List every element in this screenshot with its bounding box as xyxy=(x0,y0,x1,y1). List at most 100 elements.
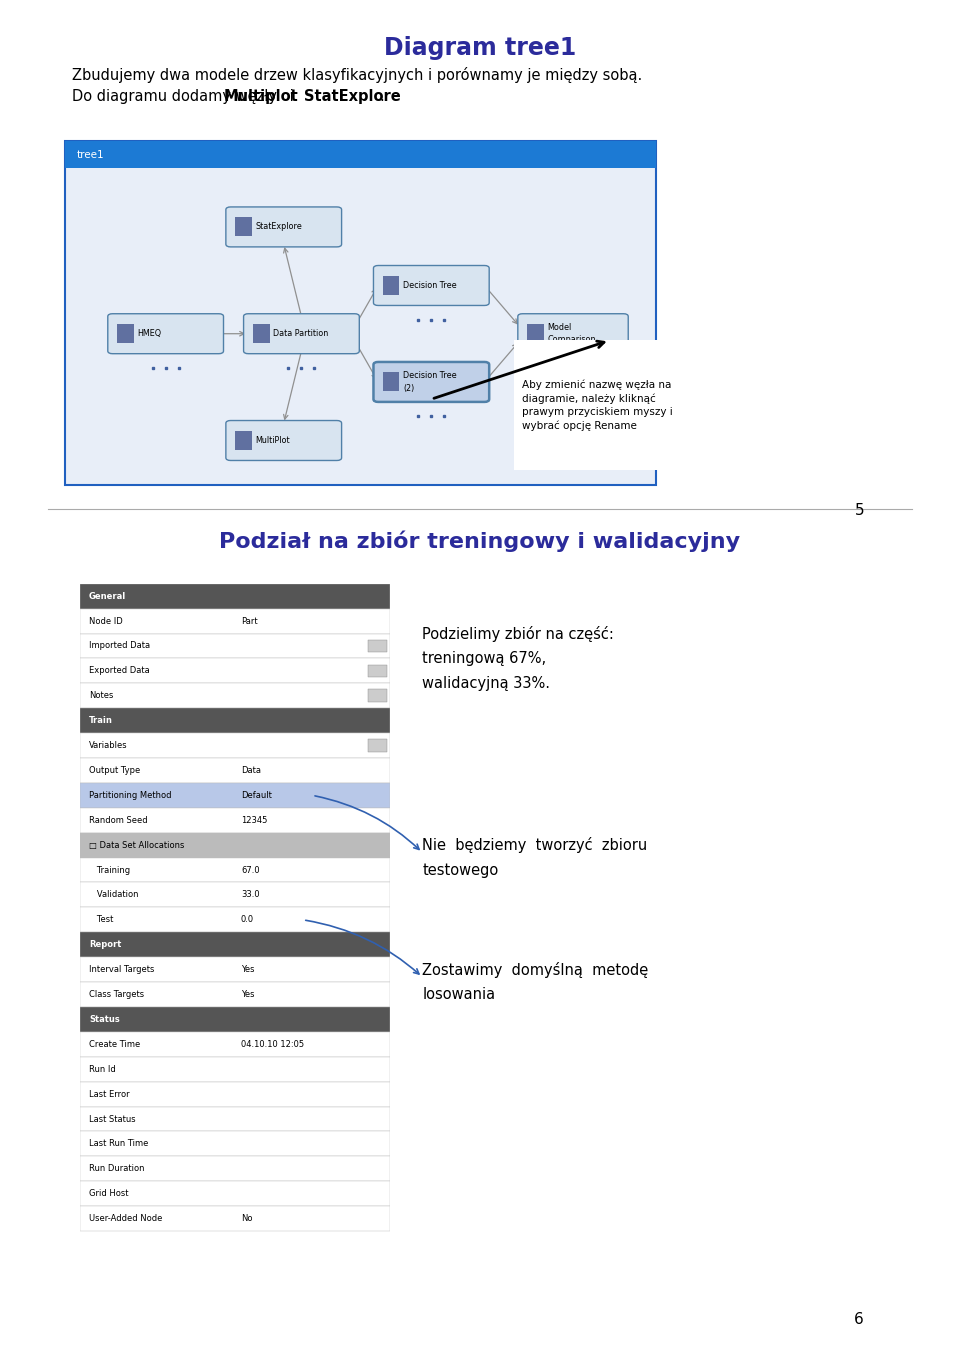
FancyBboxPatch shape xyxy=(80,932,390,957)
FancyBboxPatch shape xyxy=(80,659,390,684)
FancyBboxPatch shape xyxy=(108,314,224,354)
FancyBboxPatch shape xyxy=(244,314,359,354)
FancyBboxPatch shape xyxy=(235,431,252,450)
Text: Variables: Variables xyxy=(89,741,128,750)
FancyBboxPatch shape xyxy=(80,1057,390,1081)
Text: Decision Tree: Decision Tree xyxy=(403,282,457,290)
Text: 0.0: 0.0 xyxy=(241,916,254,924)
FancyBboxPatch shape xyxy=(80,908,390,932)
FancyBboxPatch shape xyxy=(65,141,656,485)
FancyBboxPatch shape xyxy=(80,757,390,783)
Text: Partitioning Method: Partitioning Method xyxy=(89,791,172,800)
FancyBboxPatch shape xyxy=(80,684,390,708)
FancyBboxPatch shape xyxy=(373,265,490,305)
FancyBboxPatch shape xyxy=(80,783,390,808)
Text: Yes: Yes xyxy=(241,990,254,999)
Text: StatExplore: StatExplore xyxy=(303,89,400,104)
Text: walidacyjną 33%.: walidacyjną 33%. xyxy=(422,675,550,690)
FancyBboxPatch shape xyxy=(226,421,342,461)
Text: Last Status: Last Status xyxy=(89,1114,135,1124)
Text: HMEQ: HMEQ xyxy=(137,329,161,338)
FancyBboxPatch shape xyxy=(80,833,390,857)
Text: Report: Report xyxy=(89,940,121,949)
Text: Status: Status xyxy=(89,1014,120,1024)
FancyBboxPatch shape xyxy=(80,1007,390,1032)
Text: Output Type: Output Type xyxy=(89,766,140,775)
FancyBboxPatch shape xyxy=(80,857,390,883)
FancyBboxPatch shape xyxy=(368,740,387,752)
Text: Multiplot: Multiplot xyxy=(223,89,298,104)
FancyBboxPatch shape xyxy=(80,608,390,633)
FancyBboxPatch shape xyxy=(80,733,390,757)
FancyBboxPatch shape xyxy=(253,324,270,343)
FancyBboxPatch shape xyxy=(80,1132,390,1156)
Text: Create Time: Create Time xyxy=(89,1040,140,1048)
FancyBboxPatch shape xyxy=(80,1181,390,1206)
FancyBboxPatch shape xyxy=(80,982,390,1007)
Text: 12345: 12345 xyxy=(241,816,267,824)
Text: Interval Targets: Interval Targets xyxy=(89,965,155,975)
Text: Aby zmienić nazwę węzła na
diagramie, należy kliknąć
prawym przyciskiem myszy i
: Aby zmienić nazwę węzła na diagramie, na… xyxy=(522,380,673,431)
Text: StatExplore: StatExplore xyxy=(255,223,302,231)
Text: User-Added Node: User-Added Node xyxy=(89,1214,162,1223)
Text: Model: Model xyxy=(547,323,571,332)
Text: Grid Host: Grid Host xyxy=(89,1189,129,1199)
Text: 33.0: 33.0 xyxy=(241,890,259,899)
Text: General: General xyxy=(89,592,126,600)
FancyBboxPatch shape xyxy=(80,1156,390,1181)
Text: Imported Data: Imported Data xyxy=(89,641,150,651)
FancyBboxPatch shape xyxy=(373,362,490,402)
Text: Run Id: Run Id xyxy=(89,1065,116,1073)
FancyBboxPatch shape xyxy=(80,957,390,982)
Text: □ Data Set Allocations: □ Data Set Allocations xyxy=(89,841,184,850)
Text: Comparison: Comparison xyxy=(547,335,596,344)
FancyBboxPatch shape xyxy=(80,808,390,833)
FancyBboxPatch shape xyxy=(226,206,342,247)
Text: Zostawimy  domyślną  metodę: Zostawimy domyślną metodę xyxy=(422,961,649,977)
FancyBboxPatch shape xyxy=(517,314,628,354)
Text: treningową 67%,: treningową 67%, xyxy=(422,651,546,666)
FancyBboxPatch shape xyxy=(80,1107,390,1132)
Text: i: i xyxy=(285,89,299,104)
Text: Exported Data: Exported Data xyxy=(89,666,150,675)
FancyBboxPatch shape xyxy=(80,633,390,659)
Text: Data: Data xyxy=(241,766,261,775)
Text: 5: 5 xyxy=(854,503,864,518)
FancyBboxPatch shape xyxy=(383,372,399,391)
Text: testowego: testowego xyxy=(422,863,498,878)
FancyBboxPatch shape xyxy=(368,689,387,703)
Text: 04.10.10 12:05: 04.10.10 12:05 xyxy=(241,1040,304,1048)
FancyBboxPatch shape xyxy=(368,664,387,677)
Text: Part: Part xyxy=(241,617,257,626)
FancyBboxPatch shape xyxy=(80,584,390,608)
Text: 6: 6 xyxy=(854,1312,864,1327)
Text: tree1: tree1 xyxy=(77,149,105,160)
Text: .: . xyxy=(379,89,384,104)
Text: Zbudujemy dwa modele drzew klasyfikacyjnych i porównamy je między sobą.: Zbudujemy dwa modele drzew klasyfikacyjn… xyxy=(72,67,642,83)
Text: Run Duration: Run Duration xyxy=(89,1165,145,1173)
Text: Podział na zbiór treningowy i walidacyjny: Podział na zbiór treningowy i walidacyjn… xyxy=(220,530,740,552)
FancyBboxPatch shape xyxy=(80,1032,390,1057)
FancyBboxPatch shape xyxy=(80,1081,390,1106)
Text: Last Error: Last Error xyxy=(89,1089,130,1099)
Text: losowania: losowania xyxy=(422,987,495,1002)
Text: Default: Default xyxy=(241,791,272,800)
FancyBboxPatch shape xyxy=(383,276,399,295)
Text: Node ID: Node ID xyxy=(89,617,123,626)
FancyBboxPatch shape xyxy=(511,338,684,473)
Text: Nie  będziemy  tworzyć  zbioru: Nie będziemy tworzyć zbioru xyxy=(422,837,648,853)
Text: Notes: Notes xyxy=(89,692,113,700)
FancyBboxPatch shape xyxy=(65,141,656,168)
Text: Decision Tree: Decision Tree xyxy=(403,372,457,380)
FancyBboxPatch shape xyxy=(235,217,252,236)
Text: Yes: Yes xyxy=(241,965,254,975)
Text: Class Targets: Class Targets xyxy=(89,990,144,999)
Text: Random Seed: Random Seed xyxy=(89,816,148,824)
Text: Do diagramu dodamy węzły: Do diagramu dodamy węzły xyxy=(72,89,281,104)
Text: MultiPlot: MultiPlot xyxy=(255,436,290,446)
Text: (2): (2) xyxy=(403,384,414,392)
Text: Test: Test xyxy=(89,916,113,924)
FancyBboxPatch shape xyxy=(80,1206,390,1232)
Text: 67.0: 67.0 xyxy=(241,865,259,875)
FancyBboxPatch shape xyxy=(80,883,390,908)
